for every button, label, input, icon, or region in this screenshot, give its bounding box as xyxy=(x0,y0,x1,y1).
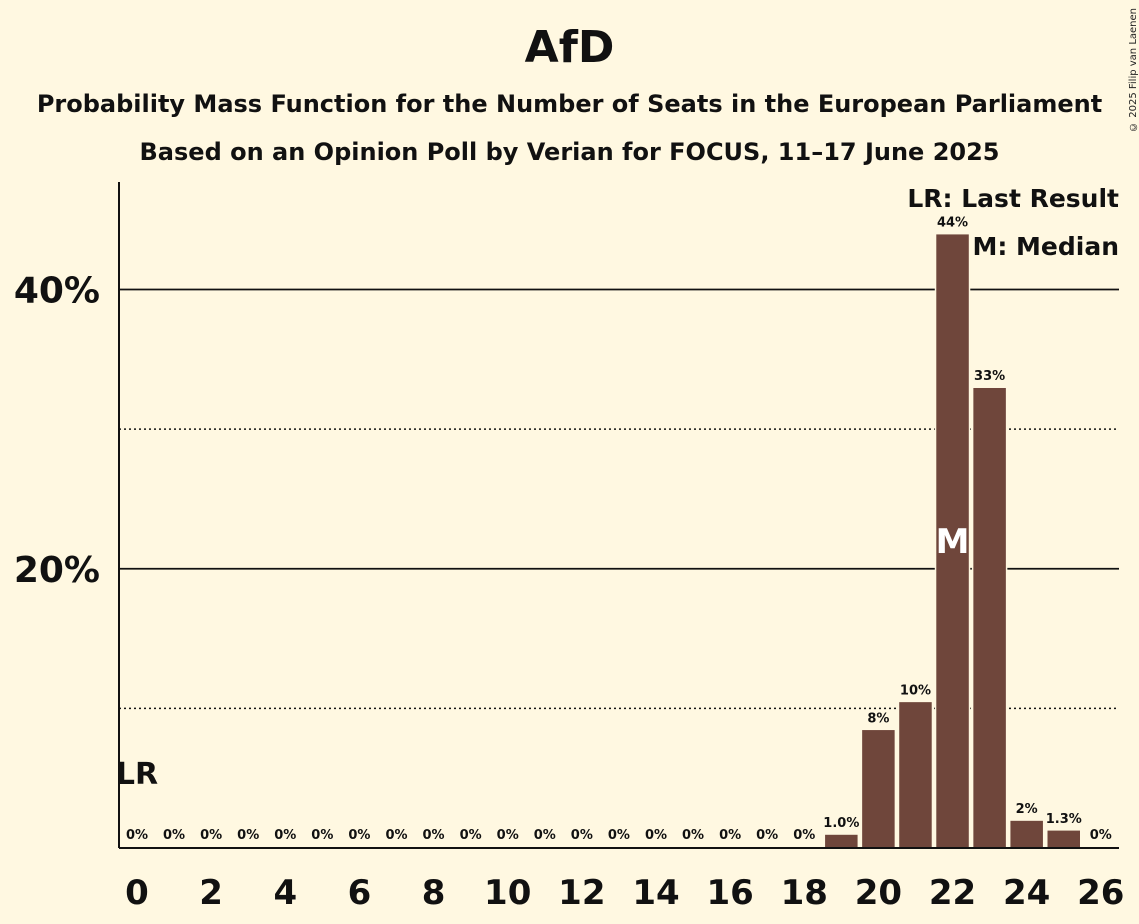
y-tick-label: 40% xyxy=(14,271,100,312)
x-tick-label: 26 xyxy=(1077,873,1124,913)
value-label: 0% xyxy=(719,828,741,843)
bar-seat-19 xyxy=(823,833,860,849)
x-tick-label: 4 xyxy=(273,873,297,913)
value-label: 2% xyxy=(1016,802,1038,817)
chart-title: AfD xyxy=(524,22,615,73)
x-tick-label: 0 xyxy=(125,873,149,913)
bar-seat-20 xyxy=(860,728,897,849)
x-tick-label: 2 xyxy=(199,873,223,913)
value-label: 0% xyxy=(237,828,259,843)
x-tick-label: 12 xyxy=(558,873,605,913)
x-tick-label: 16 xyxy=(706,873,753,913)
value-label: 0% xyxy=(682,828,704,843)
x-tick-label: 22 xyxy=(929,873,976,913)
value-label: 1.0% xyxy=(823,816,859,831)
value-label: 0% xyxy=(423,828,445,843)
value-label: 0% xyxy=(534,828,556,843)
bar-seat-22 xyxy=(934,232,971,849)
x-tick-label: 14 xyxy=(632,873,679,913)
value-label: 0% xyxy=(497,828,519,843)
value-label: 8% xyxy=(867,711,889,726)
bar-seat-24 xyxy=(1008,819,1045,849)
x-tick-label: 10 xyxy=(484,873,531,913)
value-label: 0% xyxy=(571,828,593,843)
value-label: 1.3% xyxy=(1046,812,1082,827)
x-tick-label: 6 xyxy=(348,873,372,913)
x-tick-label: 24 xyxy=(1003,873,1050,913)
value-label: 0% xyxy=(311,828,333,843)
value-label: 0% xyxy=(608,828,630,843)
value-label: 0% xyxy=(756,828,778,843)
bar-seat-25 xyxy=(1046,829,1082,849)
value-label: 44% xyxy=(937,216,968,231)
value-label: 0% xyxy=(348,828,370,843)
value-label: 0% xyxy=(385,828,407,843)
median-marker: M xyxy=(936,522,970,562)
chart-subtitle-1: Probability Mass Function for the Number… xyxy=(36,90,1103,118)
value-label: 0% xyxy=(1090,828,1112,843)
value-label: 0% xyxy=(200,828,222,843)
value-label: 0% xyxy=(126,828,148,843)
legend-last-result: LR: Last Result xyxy=(907,184,1119,213)
chart-subtitle-2: Based on an Opinion Poll by Verian for F… xyxy=(139,138,1000,166)
legend-median: M: Median xyxy=(972,232,1119,261)
last-result-marker: LR xyxy=(116,757,158,792)
x-tick-label: 8 xyxy=(422,873,446,913)
x-tick-label: 20 xyxy=(855,873,902,913)
value-label: 0% xyxy=(274,828,296,843)
value-label: 10% xyxy=(900,683,931,698)
bar-seat-21 xyxy=(897,700,934,849)
value-label: 0% xyxy=(793,828,815,843)
value-label: 33% xyxy=(974,369,1005,384)
value-label: 0% xyxy=(460,828,482,843)
y-tick-label: 20% xyxy=(14,550,100,591)
value-label: 0% xyxy=(645,828,667,843)
value-label: 0% xyxy=(163,828,185,843)
bar-seat-23 xyxy=(971,386,1008,849)
x-tick-label: 18 xyxy=(781,873,828,913)
